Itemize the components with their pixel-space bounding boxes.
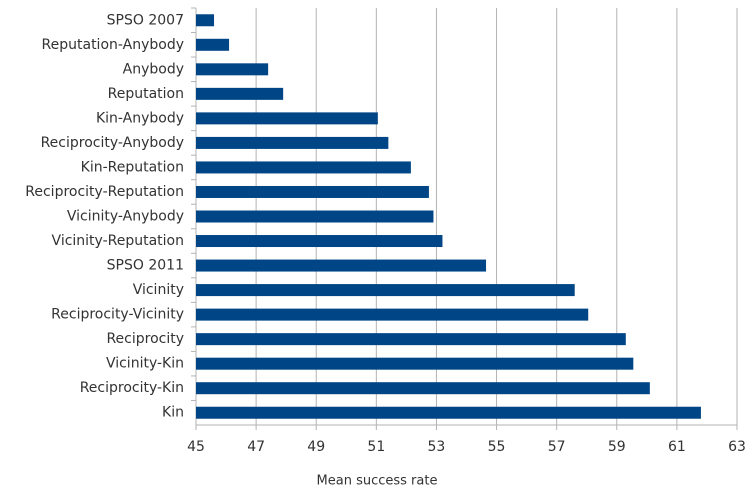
bar bbox=[196, 259, 487, 272]
y-tick-label: Reciprocity-Vicinity bbox=[51, 307, 184, 323]
x-tick-label: 53 bbox=[428, 439, 446, 455]
bar bbox=[196, 185, 429, 198]
bar bbox=[196, 38, 230, 51]
y-tick-label: Reciprocity-Kin bbox=[80, 380, 184, 396]
bar bbox=[196, 14, 215, 27]
y-tick-label: Reciprocity bbox=[106, 331, 184, 347]
bar bbox=[196, 63, 269, 76]
bar bbox=[196, 112, 378, 125]
y-tick-label: Kin-Anybody bbox=[96, 110, 184, 126]
y-tick-label: Reciprocity-Anybody bbox=[41, 135, 184, 151]
x-axis-title: Mean success rate bbox=[317, 474, 438, 489]
x-tick-label: 45 bbox=[187, 439, 205, 455]
y-tick-label: Anybody bbox=[123, 61, 184, 77]
y-tick-label: Vicinity-Reputation bbox=[52, 233, 184, 249]
y-tick-label: Vicinity bbox=[133, 282, 184, 298]
x-tick-label: 47 bbox=[247, 439, 265, 455]
x-tick-label: 55 bbox=[488, 439, 506, 455]
bar bbox=[196, 161, 411, 174]
y-tick-label: Vicinity-Anybody bbox=[67, 209, 184, 225]
x-tick-label: 63 bbox=[728, 439, 746, 455]
y-tick-label: SPSO 2011 bbox=[107, 258, 184, 274]
bar bbox=[196, 87, 284, 100]
x-tick-label: 61 bbox=[668, 439, 686, 455]
bar bbox=[196, 284, 575, 297]
bar bbox=[196, 210, 434, 223]
y-tick-label: Reputation bbox=[108, 86, 184, 102]
x-tick-label: 49 bbox=[307, 439, 325, 455]
y-tick-label: Reciprocity-Reputation bbox=[25, 184, 184, 200]
y-tick-label: Vicinity-Kin bbox=[106, 356, 184, 372]
bar bbox=[196, 235, 443, 248]
bar bbox=[196, 136, 389, 149]
x-tick-label: 59 bbox=[608, 439, 626, 455]
y-tick-label: Reputation-Anybody bbox=[42, 37, 184, 53]
y-tick-label: SPSO 2007 bbox=[107, 12, 184, 28]
bar bbox=[196, 406, 701, 419]
x-tick-label: 51 bbox=[367, 439, 385, 455]
y-tick-label: Kin-Reputation bbox=[81, 159, 184, 175]
bar bbox=[196, 308, 589, 321]
bar bbox=[196, 333, 626, 346]
bar bbox=[196, 357, 634, 370]
x-tick-label: 57 bbox=[548, 439, 566, 455]
y-tick-label: Kin bbox=[162, 405, 184, 421]
bar bbox=[196, 382, 650, 395]
